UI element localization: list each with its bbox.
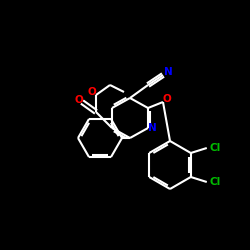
Text: Cl: Cl: [209, 143, 220, 153]
Text: O: O: [88, 87, 96, 97]
Text: Cl: Cl: [209, 177, 220, 187]
Text: O: O: [74, 95, 84, 105]
Text: N: N: [148, 123, 156, 133]
Text: N: N: [164, 67, 172, 77]
Text: O: O: [162, 94, 172, 104]
